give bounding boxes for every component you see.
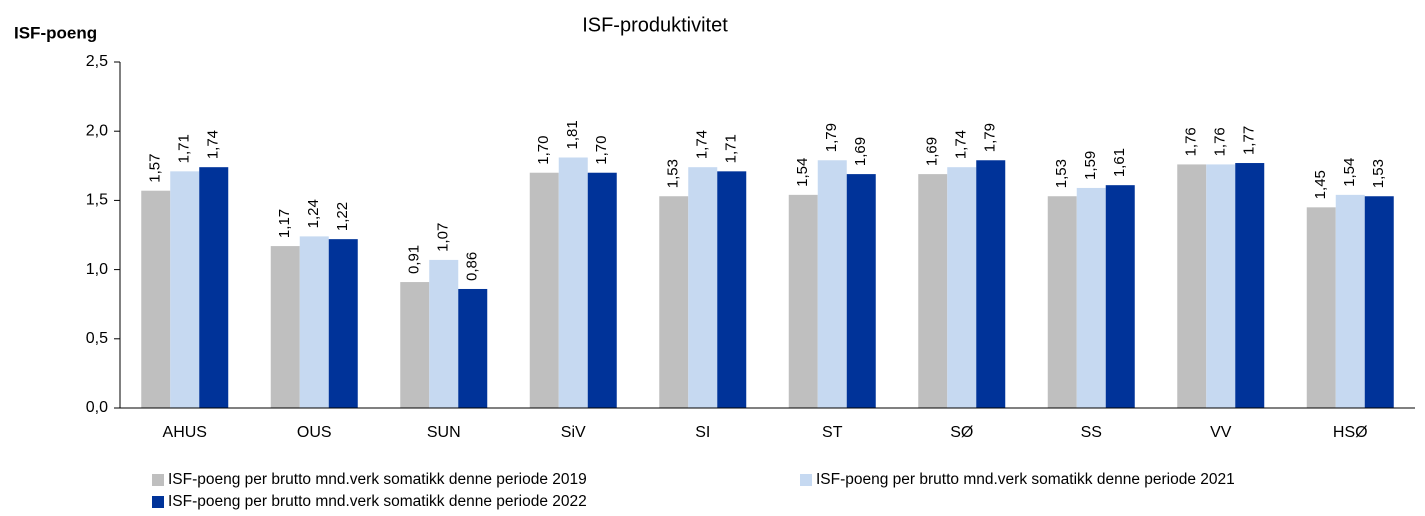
bar [141, 190, 171, 408]
value-label: 1,22 [334, 202, 351, 231]
value-label: 1,54 [794, 158, 811, 187]
bar [817, 160, 847, 408]
bar [1105, 185, 1135, 408]
bar [1047, 196, 1077, 408]
y-tick-label: 0,0 [86, 399, 108, 416]
bar [587, 172, 617, 408]
y-tick-label: 1,5 [86, 192, 108, 209]
value-label: 1,53 [665, 159, 682, 188]
bar [529, 172, 559, 408]
value-label: 1,76 [1183, 127, 1200, 156]
value-label: 1,81 [564, 120, 581, 149]
chart-title: ISF-produktivitet [582, 14, 728, 36]
y-tick-label: 0,5 [86, 330, 108, 347]
value-label: 1,79 [823, 123, 840, 152]
bar [947, 167, 977, 408]
bar [458, 288, 488, 408]
bar [1206, 164, 1236, 408]
bar [328, 239, 358, 408]
x-tick-label: AHUS [163, 424, 207, 441]
legend-label: ISF-poeng per brutto mnd.verk somatikk d… [168, 493, 587, 510]
bar [659, 196, 689, 408]
x-tick-label: HSØ [1333, 424, 1368, 441]
legend-label: ISF-poeng per brutto mnd.verk somatikk d… [168, 471, 587, 488]
bar [299, 236, 329, 408]
bar [1235, 163, 1265, 408]
y-tick-label: 1,0 [86, 261, 108, 278]
legend-swatch [800, 474, 812, 486]
bar [1177, 164, 1207, 408]
value-label: 1,70 [593, 136, 610, 165]
legend-swatch [152, 496, 164, 508]
x-tick-label: SiV [561, 424, 586, 441]
x-tick-label: SI [695, 424, 710, 441]
value-label: 1,53 [1370, 159, 1387, 188]
value-label: 0,86 [464, 252, 481, 281]
value-label: 1,70 [535, 136, 552, 165]
value-label: 1,69 [852, 137, 869, 166]
value-label: 1,74 [694, 130, 711, 159]
value-label: 1,61 [1111, 148, 1128, 177]
value-label: 1,71 [723, 134, 740, 163]
bar [688, 167, 718, 408]
value-label: 1,07 [435, 223, 452, 252]
x-tick-label: OUS [297, 424, 332, 441]
bar [558, 157, 588, 408]
x-tick-label: ST [822, 424, 843, 441]
bar [976, 160, 1006, 408]
x-tick-label: SUN [427, 424, 461, 441]
y-tick-label: 2,0 [86, 122, 108, 139]
value-label: 1,54 [1341, 158, 1358, 187]
bar [270, 246, 300, 408]
value-label: 1,24 [305, 199, 322, 228]
bar [717, 171, 747, 408]
x-tick-label: SS [1081, 424, 1102, 441]
bar [918, 174, 948, 408]
bar [788, 194, 818, 408]
value-label: 1,53 [1053, 159, 1070, 188]
value-label: 1,57 [147, 154, 164, 183]
value-label: 1,74 [953, 130, 970, 159]
bar [1335, 194, 1365, 408]
value-label: 1,17 [276, 209, 293, 238]
y-tick-label: 2,5 [86, 53, 108, 70]
bar [846, 174, 876, 408]
bar [1306, 207, 1336, 408]
legend-swatch [152, 474, 164, 486]
value-label: 1,45 [1312, 170, 1329, 199]
value-label: 1,76 [1212, 127, 1229, 156]
y-axis-label: ISF-poeng [14, 23, 97, 42]
value-label: 1,74 [205, 130, 222, 159]
value-label: 1,69 [924, 137, 941, 166]
bar [199, 167, 229, 408]
bar [1364, 196, 1394, 408]
x-tick-label: VV [1210, 424, 1232, 441]
bar [429, 259, 459, 408]
legend-label: ISF-poeng per brutto mnd.verk somatikk d… [816, 471, 1235, 488]
bar [400, 282, 430, 408]
bar [1076, 187, 1106, 408]
value-label: 1,79 [982, 123, 999, 152]
x-tick-label: SØ [950, 424, 973, 441]
bar [170, 171, 200, 408]
value-label: 1,71 [176, 134, 193, 163]
value-label: 1,59 [1082, 151, 1099, 180]
value-label: 0,91 [406, 245, 423, 274]
value-label: 1,77 [1241, 126, 1258, 155]
